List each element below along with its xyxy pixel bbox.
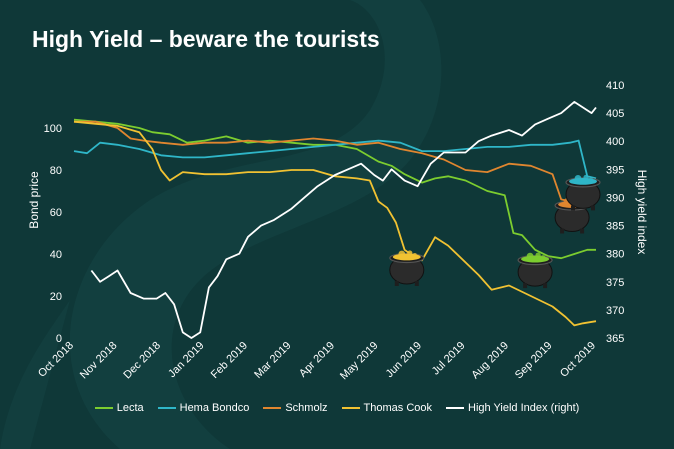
y2-tick-label: 405	[606, 108, 624, 120]
legend-item-schmolz: Schmolz	[263, 402, 328, 414]
cauldron-icon-lecta	[517, 252, 553, 289]
x-tick-label: Jul 2019	[430, 340, 468, 378]
series-line-lecta	[73, 118, 596, 260]
y2-tick-label: 410	[606, 80, 624, 92]
series-layer	[73, 101, 597, 339]
y-tick-label: 60	[50, 207, 62, 219]
y2-tick-label: 380	[606, 249, 624, 261]
x-tick-label: Sep 2019	[513, 340, 555, 382]
y-tick-label: 80	[50, 165, 62, 177]
series-line-hema-bondco	[73, 139, 597, 180]
y-tick-label: 20	[50, 291, 62, 303]
legend-swatch	[446, 407, 465, 409]
y2-tick-label: 395	[606, 164, 624, 176]
y-tick-label: 0	[56, 333, 62, 345]
series-line-schmolz	[74, 120, 597, 203]
y-tick-label: 100	[44, 123, 62, 135]
chart-title: High Yield – beware the tourists	[32, 26, 380, 52]
series-line-high-yield-index-right	[90, 101, 597, 339]
legend-swatch	[157, 407, 176, 409]
legend-item-high-yield-index-right: High Yield Index (right)	[446, 402, 579, 414]
y2-tick-label: 370	[606, 305, 624, 317]
x-tick-label: Feb 2019	[209, 340, 250, 381]
cauldron-icon-thomas-cook	[389, 250, 425, 286]
legend-label: High Yield Index (right)	[468, 402, 580, 414]
legend-item-hema-bondco: Hema Bondco	[157, 402, 250, 414]
legend: Lecta Hema Bondco Schmolz Thomas Cook High Y…	[0, 402, 674, 414]
x-tick-label: Nov 2018	[78, 340, 120, 382]
legend-swatch	[94, 407, 113, 409]
x-tick-label: Aug 2019	[469, 340, 511, 382]
legend-label: Lecta	[116, 402, 144, 414]
axes: Bond price High yield index	[27, 170, 649, 255]
legend-item-lecta: Lecta	[94, 402, 144, 414]
x-tick-label: Oct 2018	[36, 340, 76, 380]
x-tick-label: Mar 2019	[252, 340, 293, 381]
y2-tick-label: 400	[606, 136, 624, 148]
legend-swatch	[263, 407, 282, 409]
legend-label: Hema Bondco	[179, 402, 250, 414]
x-tick-label: Jan 2019	[166, 340, 206, 380]
cauldron-icon-hema-bondco	[565, 174, 601, 211]
legend-label: Schmolz	[285, 402, 328, 414]
y2-tick-label: 385	[606, 221, 624, 233]
legend-item-thomas-cook: Thomas Cook	[341, 402, 433, 414]
legend-label: Thomas Cook	[363, 402, 433, 414]
x-tick-label: Jun 2019	[384, 340, 424, 380]
series-line-thomas-cook	[73, 120, 597, 327]
x-tick-label: Apr 2019	[297, 340, 337, 380]
legend-swatch	[341, 407, 360, 409]
y2-axis-label: High yield index	[635, 170, 649, 255]
y-axis-label: Bond price	[27, 171, 41, 229]
cauldron-layer	[389, 174, 601, 289]
x-tick-label: May 2019	[338, 340, 381, 383]
y2-tick-label: 390	[606, 192, 624, 204]
x-tick-label: Oct 2019	[558, 340, 598, 380]
y2-tick-label: 365	[606, 333, 624, 345]
y2-tick-label: 375	[606, 277, 624, 289]
y-tick-label: 40	[50, 249, 62, 261]
x-tick-label: Dec 2018	[121, 340, 163, 382]
